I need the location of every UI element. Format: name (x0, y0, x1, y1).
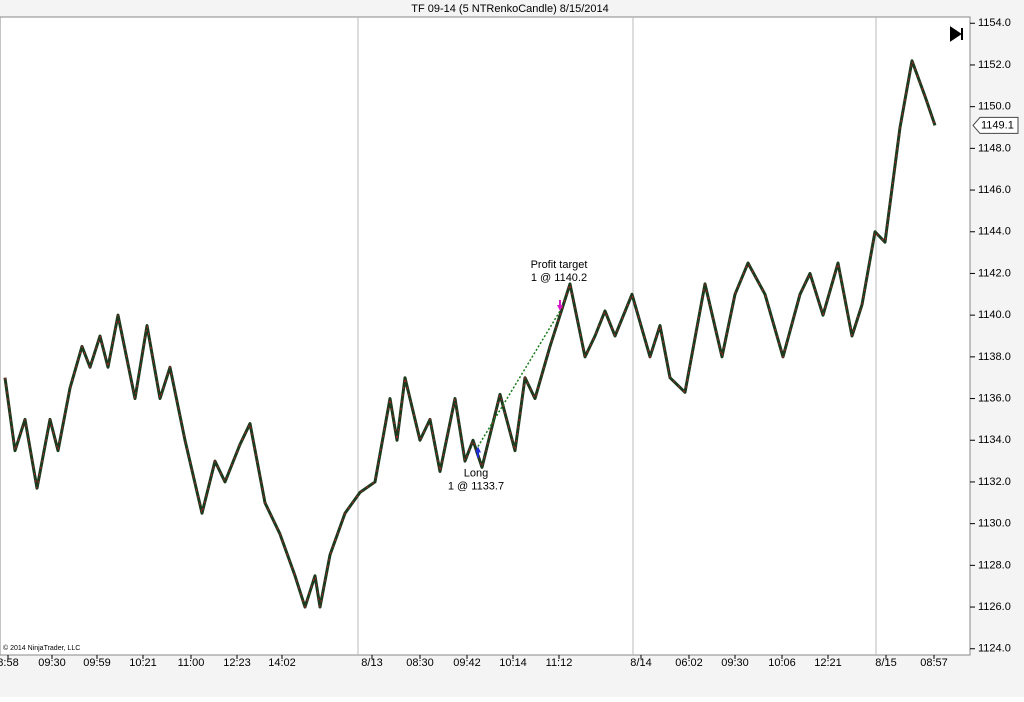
x-tick-label: 08:57 (920, 657, 948, 669)
y-tick-label: 1154.0 (978, 17, 1011, 29)
copyright: © 2014 NinjaTrader, LLC (3, 644, 80, 652)
x-tick-label: 8/14 (630, 657, 651, 669)
y-tick-label: 1148.0 (978, 142, 1011, 154)
exit-name: Profit target (531, 259, 588, 271)
x-tick-label: 09:30 (721, 657, 749, 669)
y-tick-label: 1132.0 (978, 476, 1011, 488)
x-tick-label: 8/13 (361, 657, 382, 669)
y-tick-label: 1150.0 (978, 101, 1011, 113)
exit-arrow (557, 299, 563, 311)
x-tick-label: 09:42 (453, 657, 481, 669)
x-tick-label: 06:02 (675, 657, 703, 669)
y-tick-label: 1140.0 (978, 309, 1011, 321)
x-tick-label: 12:21 (814, 657, 842, 669)
x-tick-label: 10:06 (768, 657, 796, 669)
y-tick-label: 1128.0 (978, 559, 1011, 571)
last-price-box (972, 116, 1019, 134)
price-line-highlight (4, 58, 936, 609)
y-tick-label: 1130.0 (978, 518, 1011, 530)
x-tick-label: 8:58 (0, 657, 19, 669)
y-tick-label: 1152.0 (978, 59, 1011, 71)
x-tick-label: 10:21 (129, 657, 157, 669)
x-tick-label: 14:02 (268, 657, 296, 669)
y-tick-label: 1142.0 (978, 267, 1011, 279)
x-tick-label: 11:12 (546, 657, 573, 669)
y-tick-label: 1146.0 (978, 184, 1011, 196)
x-tick-label: 09:30 (38, 657, 66, 669)
plot-area (0, 16, 971, 656)
y-tick-label: 1136.0 (978, 392, 1011, 404)
entry-name: Long (464, 467, 488, 479)
x-tick-label: 10:14 (499, 657, 527, 669)
y-tick-label: 1126.0 (978, 601, 1011, 613)
x-tick-label: 08:30 (406, 657, 434, 669)
entry-label: 1 @ 1133.7 (448, 480, 504, 492)
x-tick-label: 09:59 (83, 657, 111, 669)
entry-arrow (475, 446, 481, 458)
scroll-end-icon[interactable] (950, 26, 963, 42)
y-tick-label: 1144.0 (978, 226, 1011, 238)
exit-label: 1 @ 1140.2 (531, 272, 587, 284)
x-tick-label: 11:00 (178, 657, 205, 669)
y-tick-label: 1124.0 (978, 643, 1011, 655)
last-price-label: 1149.1 (981, 119, 1014, 131)
y-tick-label: 1134.0 (978, 434, 1011, 446)
y-tick-label: 1138.0 (978, 351, 1011, 363)
chart-title: TF 09-14 (5 NTRenkoCandle) 8/15/2014 (411, 3, 609, 15)
x-tick-label: 12:23 (223, 657, 251, 669)
x-tick-label: 8/15 (875, 657, 896, 669)
